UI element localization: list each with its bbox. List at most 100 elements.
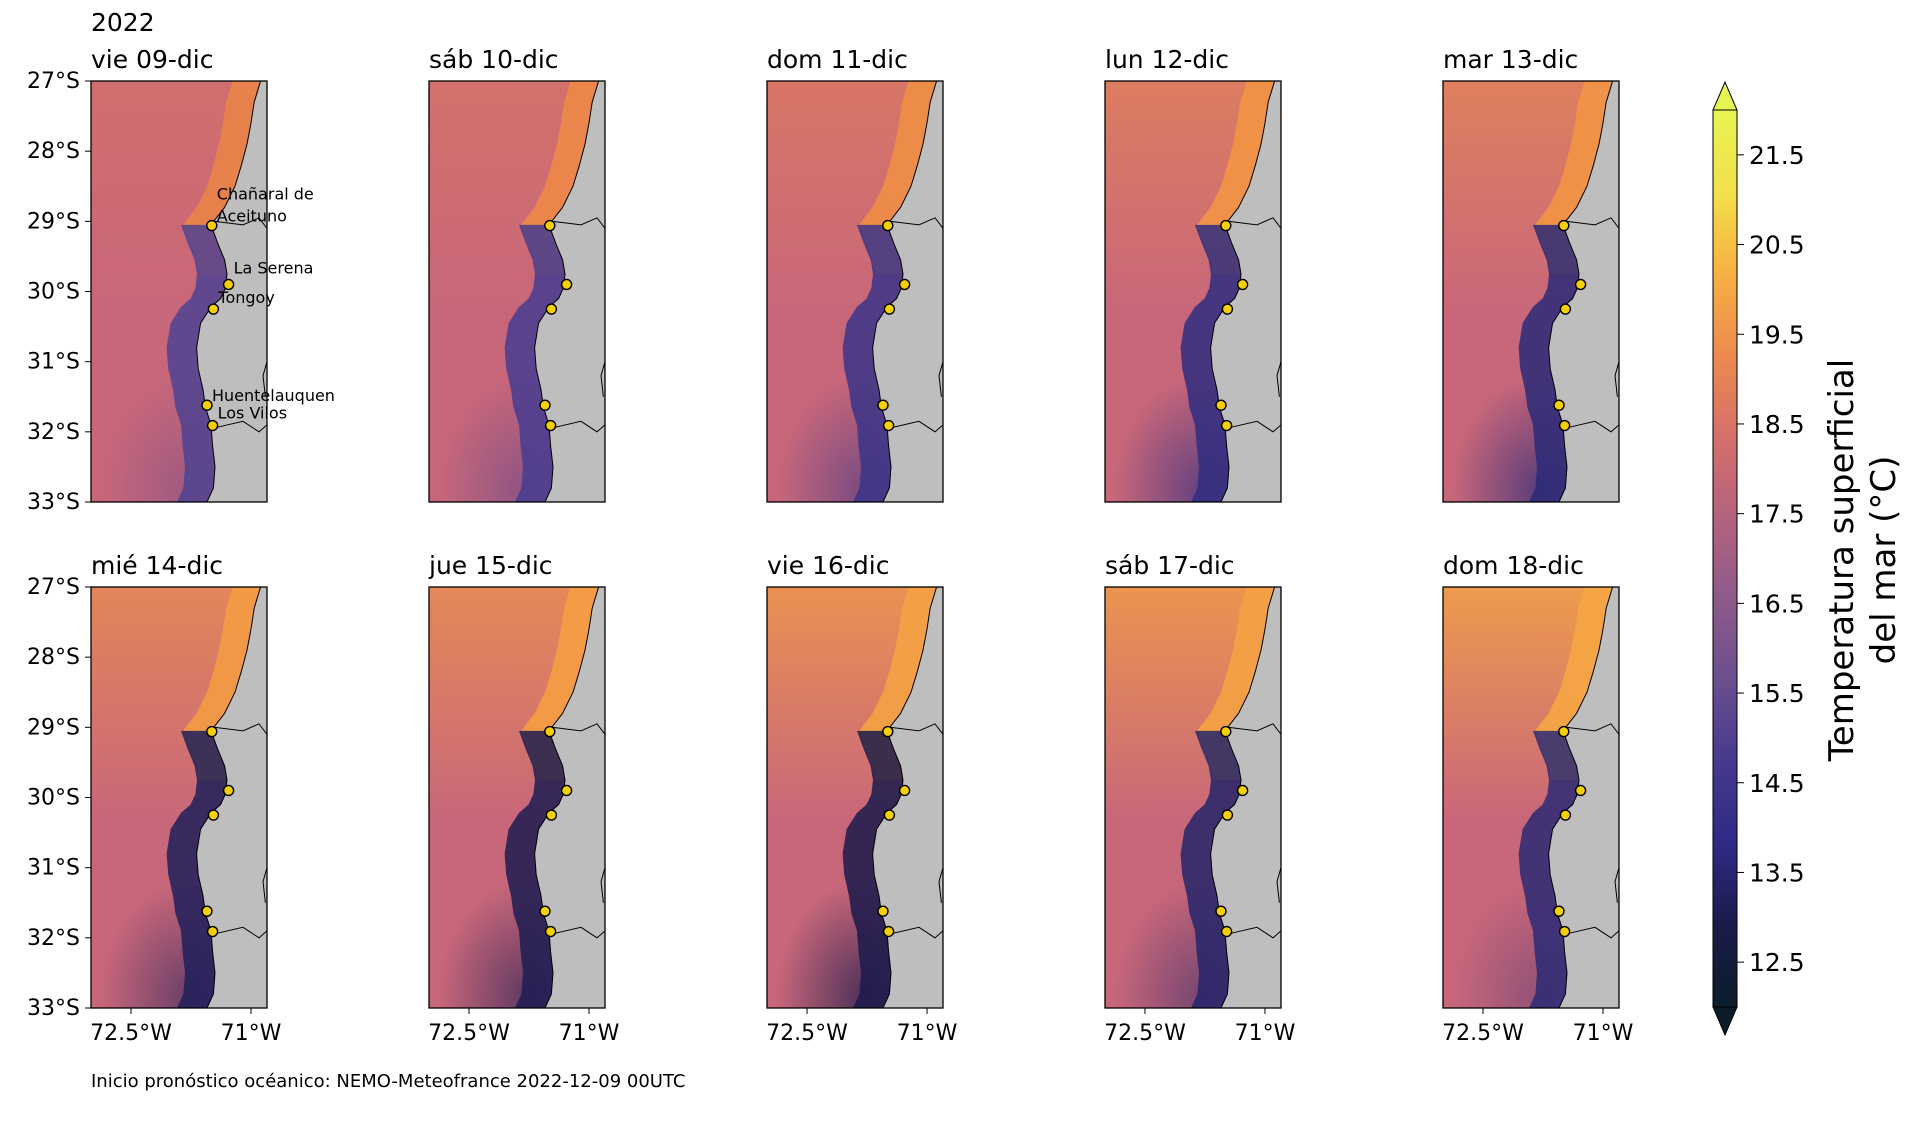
lon-tick-label: 72.5°W: [766, 1021, 848, 1046]
location-label: Huentelauquen: [212, 386, 335, 405]
location-marker: [1560, 810, 1570, 820]
location-marker: [1576, 785, 1586, 795]
lat-tick-label: 33°S: [27, 490, 80, 515]
location-marker: [1560, 421, 1570, 431]
colorbar: 21.5 20.5 19.5 18.5 17.5 16.5 15.5 14.5 13.5 12.5…: [1713, 82, 1904, 1035]
location-marker: [208, 810, 218, 820]
colorbar-bar: [1713, 82, 1737, 1035]
location-marker: [1222, 304, 1232, 314]
location-marker: [900, 279, 910, 289]
colorbar-tick-label: 13.5: [1749, 858, 1805, 887]
lon-tick-label: 71°W: [221, 1021, 282, 1046]
panel-title: sáb 10-dic: [429, 45, 559, 74]
lon-tick-label: 71°W: [897, 1021, 958, 1046]
location-marker: [900, 785, 910, 795]
location-marker: [545, 221, 555, 231]
lon-tick-label: 72.5°W: [90, 1021, 172, 1046]
colorbar-tick-label: 18.5: [1749, 410, 1805, 439]
panel-title: mié 14-dic: [91, 551, 223, 580]
footnote: Inicio pronóstico océanico: NEMO-Meteofr…: [91, 1071, 685, 1092]
location-marker: [1238, 785, 1248, 795]
lat-tick-label: 32°S: [27, 926, 80, 951]
location-marker: [202, 400, 212, 410]
colorbar-tick-label: 17.5: [1749, 500, 1805, 529]
lat-tick-label: 27°S: [27, 69, 80, 94]
location-marker: [207, 221, 217, 231]
location-marker: [546, 810, 556, 820]
location-marker: [1559, 727, 1569, 737]
location-marker: [1559, 221, 1569, 231]
location-marker: [1221, 221, 1231, 231]
location-marker: [878, 400, 888, 410]
panel-3: lun 12-dic: [1105, 45, 1286, 507]
location-label: Los Vilos: [218, 404, 287, 423]
panel-5: mié 14-dic 27°S 28°S 29°S 30°S 31°S 32°S 33°S 72…: [27, 551, 282, 1046]
location-marker: [562, 785, 572, 795]
lat-tick-label: 30°S: [27, 280, 80, 305]
colorbar-tick-label: 20.5: [1749, 231, 1805, 260]
panel-0: vie 09-dic Chañaral de Aceituno La Serena To…: [27, 45, 335, 515]
lat-tick-label: 31°S: [27, 350, 80, 375]
lon-tick-label: 71°W: [1235, 1021, 1296, 1046]
colorbar-tick-label: 14.5: [1749, 769, 1805, 798]
location-marker: [884, 421, 894, 431]
panel-8: sáb 17-dic 72.5°W 71°W: [1104, 551, 1295, 1046]
colorbar-tick-label: 15.5: [1749, 679, 1805, 708]
panel-7: vie 16-dic72.5°W 71°W: [766, 551, 957, 1046]
colorbar-extend-max: [1713, 82, 1737, 110]
location-marker: [1216, 906, 1226, 916]
lat-tick-label: 29°S: [27, 209, 80, 234]
location-marker: [224, 785, 234, 795]
panel-title: lun 12-dic: [1105, 45, 1229, 74]
location-marker: [1222, 421, 1232, 431]
colorbar-label: Temperatura superficial del mar (°C): [1822, 359, 1904, 762]
location-marker: [1222, 927, 1232, 937]
lon-tick-label: 72.5°W: [1442, 1021, 1524, 1046]
map-panels: vie 09-dic Chañaral de Aceituno La Serena To…: [27, 45, 1634, 1046]
location-marker: [1238, 279, 1248, 289]
svg-text:del mar (°C): del mar (°C): [1864, 456, 1904, 665]
location-marker: [1576, 279, 1586, 289]
location-marker: [1222, 810, 1232, 820]
colorbar-extend-min: [1713, 1007, 1737, 1035]
location-marker: [546, 927, 556, 937]
lon-tick-label: 71°W: [1573, 1021, 1634, 1046]
location-marker: [884, 304, 894, 314]
location-marker: [884, 927, 894, 937]
lat-tick-label: 32°S: [27, 420, 80, 445]
lat-tick-label: 28°S: [27, 645, 80, 670]
panel-title: dom 18-dic: [1443, 551, 1584, 580]
location-marker: [540, 906, 550, 916]
location-marker: [878, 906, 888, 916]
location-marker: [202, 906, 212, 916]
lat-tick-label: 33°S: [27, 996, 80, 1021]
location-marker: [1216, 400, 1226, 410]
location-marker: [540, 400, 550, 410]
location-marker: [1221, 727, 1231, 737]
lat-tick-label: 29°S: [27, 715, 80, 740]
lon-tick-label: 72.5°W: [428, 1021, 510, 1046]
location-label: Tongoy: [217, 288, 274, 307]
panel-6: jue 15-dic72.5°W 71°W: [428, 551, 620, 1046]
location-marker: [546, 304, 556, 314]
location-marker: [1560, 927, 1570, 937]
year-label: 2022: [91, 8, 155, 37]
location-marker: [1554, 906, 1564, 916]
location-label: Chañaral de: [217, 185, 314, 204]
location-marker: [208, 421, 218, 431]
location-marker: [207, 727, 217, 737]
panel-9: dom 18-dic 72.5°W 71°W: [1442, 551, 1633, 1046]
colorbar-tick-label: 21.5: [1749, 141, 1805, 170]
location-marker: [546, 421, 556, 431]
panel-2: dom 11-dic: [767, 45, 948, 507]
location-marker: [883, 221, 893, 231]
colorbar-tick-label: 12.5: [1749, 948, 1805, 977]
colorbar-tick-label: 19.5: [1749, 320, 1805, 349]
lat-tick-label: 31°S: [27, 856, 80, 881]
location-marker: [562, 279, 572, 289]
colorbar-tick-label: 16.5: [1749, 589, 1805, 618]
lon-tick-label: 72.5°W: [1104, 1021, 1186, 1046]
location-label: La Serena: [234, 258, 314, 277]
lat-tick-label: 27°S: [27, 575, 80, 600]
